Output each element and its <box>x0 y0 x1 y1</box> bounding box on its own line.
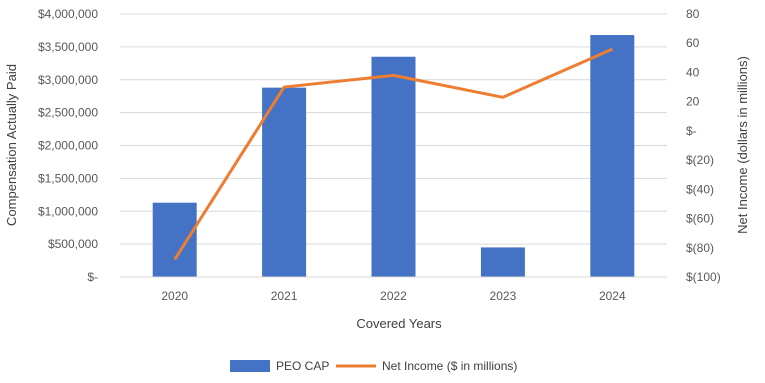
y2-tick-label: 60 <box>686 36 700 50</box>
y2-tick-label: $(20) <box>686 153 714 167</box>
legend-label-net-income: Net Income ($ in millions) <box>382 359 517 373</box>
bar <box>590 35 635 277</box>
y-tick-label: $1,000,000 <box>38 204 98 218</box>
y2-tick-label: 40 <box>686 65 700 79</box>
net-income-point <box>174 258 176 260</box>
y-tick-label: $2,500,000 <box>38 106 98 120</box>
bar <box>480 247 525 277</box>
y-axis-right-title: Net Income (dollars in millions) <box>735 56 750 234</box>
net-income-point <box>283 86 285 88</box>
x-tick-label: 2022 <box>380 289 407 303</box>
y-tick-label: $4,000,000 <box>38 7 98 21</box>
y2-tick-label: $(40) <box>686 182 714 196</box>
y-axis-left-title: Compensation Actually Paid <box>4 64 19 226</box>
x-tick-label: 2020 <box>161 289 188 303</box>
bar <box>152 202 197 277</box>
x-tick-label: 2024 <box>599 289 626 303</box>
y-tick-label: $- <box>87 270 98 284</box>
net-income-point <box>502 96 504 98</box>
y-axis-right-ticks: $(100) $(80) $(60) $(40) $(20) $- 20 40 60 80 <box>686 7 721 284</box>
y-tick-label: $500,000 <box>48 237 98 251</box>
bar <box>371 56 416 277</box>
y2-tick-label: 20 <box>686 95 700 109</box>
legend-swatch-peo-cap <box>230 360 270 372</box>
net-income-point <box>611 48 613 50</box>
y2-tick-label: $- <box>686 124 697 138</box>
y-tick-label: $2,000,000 <box>38 139 98 153</box>
line-series-net-income <box>173 47 613 261</box>
y-tick-label: $1,500,000 <box>38 171 98 185</box>
legend-label-peo-cap: PEO CAP <box>276 359 329 373</box>
y-axis-left-ticks: $- $500,000 $1,000,000 $1,500,000 $2,000,000… <box>38 7 98 284</box>
legend: PEO CAP Net Income ($ in millions) <box>230 359 517 373</box>
x-tick-label: 2023 <box>490 289 517 303</box>
bar-series-peo-cap <box>152 35 635 277</box>
y-tick-label: $3,500,000 <box>38 40 98 54</box>
y-tick-label: $3,000,000 <box>38 73 98 87</box>
x-tick-label: 2021 <box>271 289 298 303</box>
x-axis-ticks: 2020 2021 2022 2023 2024 <box>161 289 626 303</box>
x-axis-title: Covered Years <box>356 316 442 331</box>
y2-tick-label: $(60) <box>686 212 714 226</box>
y2-tick-label: 80 <box>686 7 700 21</box>
bar <box>262 87 307 277</box>
y2-tick-label: $(100) <box>686 270 721 284</box>
net-income-point <box>393 74 394 76</box>
y2-tick-label: $(80) <box>686 241 714 255</box>
